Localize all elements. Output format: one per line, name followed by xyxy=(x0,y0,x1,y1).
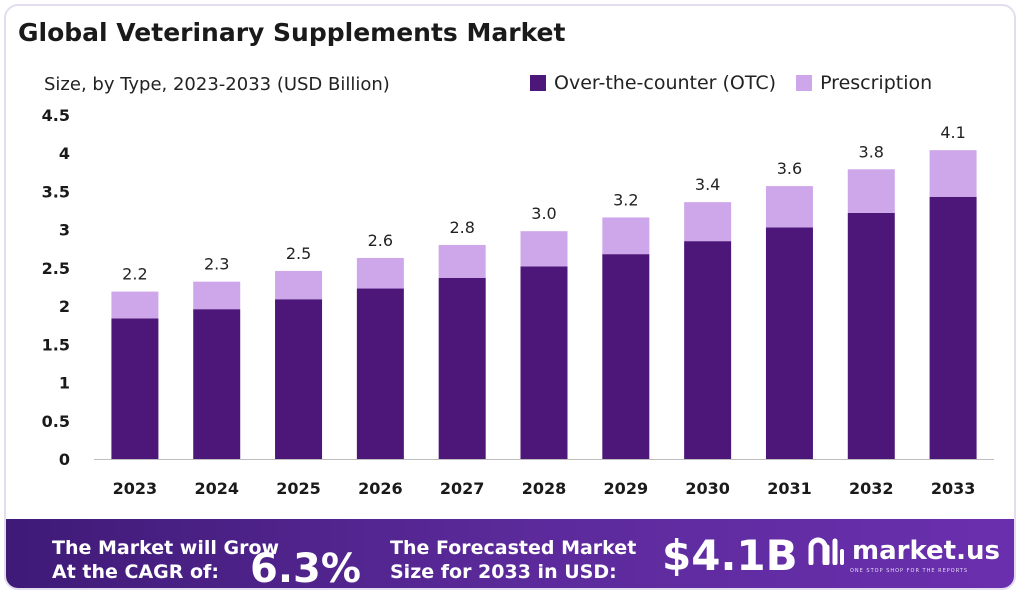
x-tick-label: 2032 xyxy=(849,479,894,498)
total-data-label: 2.5 xyxy=(286,244,311,263)
total-data-label: 2.8 xyxy=(449,218,474,237)
x-tick-label: 2023 xyxy=(113,479,158,498)
x-tick-label: 2028 xyxy=(522,479,567,498)
cagr-value: 6.3% xyxy=(250,546,361,590)
bar-prescription xyxy=(847,169,895,213)
bar-otc xyxy=(193,309,241,459)
bar-otc xyxy=(765,227,813,459)
cagr-label-line2: At the CAGR of: xyxy=(52,561,219,583)
total-data-label: 2.3 xyxy=(204,255,229,274)
bar-prescription xyxy=(356,257,404,289)
bar-otc xyxy=(356,288,404,459)
x-tick-label: 2026 xyxy=(358,479,403,498)
bar-otc xyxy=(520,266,568,459)
x-tick-label: 2025 xyxy=(276,479,321,498)
bar-prescription xyxy=(111,291,159,319)
y-tick-label: 1.5 xyxy=(42,335,70,354)
bar-prescription xyxy=(193,281,241,310)
legend-label-prescription: Prescription xyxy=(820,72,933,94)
legend: Over-the-counter (OTC) Prescription xyxy=(530,72,952,94)
x-tick-label: 2030 xyxy=(685,479,730,498)
total-data-label: 3.6 xyxy=(777,159,802,178)
y-tick-label: 4.5 xyxy=(42,106,70,125)
bar-prescription xyxy=(520,231,568,267)
total-data-label: 3.2 xyxy=(613,190,638,209)
legend-item-prescription: Prescription xyxy=(796,72,932,94)
bar-prescription xyxy=(275,270,323,300)
y-tick-label: 3 xyxy=(59,221,70,240)
total-data-label: 2.6 xyxy=(368,231,393,250)
forecast-label-line2: Size for 2033 in USD: xyxy=(390,561,617,583)
cagr-label-line1: The Market will Grow xyxy=(52,537,280,559)
x-tick-label: 2024 xyxy=(194,479,239,498)
bar-otc xyxy=(438,277,486,459)
bar-otc xyxy=(929,196,977,459)
bar-prescription xyxy=(602,217,650,255)
legend-item-otc: Over-the-counter (OTC) xyxy=(530,72,776,94)
logo-tagline: ONE STOP SHOP FOR THE REPORTS xyxy=(850,568,969,574)
logo-name: market.us xyxy=(852,536,1000,566)
market-us-logo: market.us ONE STOP SHOP FOR THE REPORTS xyxy=(808,536,1000,574)
total-data-label: 3.8 xyxy=(859,142,884,161)
y-tick-label: 2 xyxy=(59,297,70,316)
total-data-label: 3.0 xyxy=(531,204,556,223)
x-tick-label: 2029 xyxy=(604,479,649,498)
y-tick-label: 0.5 xyxy=(42,412,70,431)
total-data-label: 3.4 xyxy=(695,175,720,194)
total-data-label: 2.2 xyxy=(122,265,147,284)
legend-swatch-otc xyxy=(530,75,546,91)
x-tick-label: 2033 xyxy=(931,479,976,498)
x-tick-label: 2027 xyxy=(440,479,485,498)
cagr-label: The Market will Grow At the CAGR of: xyxy=(52,536,279,584)
y-tick-label: 4 xyxy=(59,144,70,163)
bar-otc xyxy=(602,254,650,459)
bar-prescription xyxy=(929,150,977,197)
bar-prescription xyxy=(684,202,732,242)
forecast-value: $4.1B xyxy=(662,531,798,580)
y-tick-label: 0 xyxy=(59,450,70,469)
y-tick-label: 2.5 xyxy=(42,259,70,278)
legend-swatch-prescription xyxy=(796,75,813,91)
forecast-label: The Forecasted Market Size for 2033 in U… xyxy=(390,536,636,584)
chart-subtitle: Size, by Type, 2023-2033 (USD Billion) xyxy=(44,74,390,95)
bar-otc xyxy=(684,241,732,459)
bar-prescription xyxy=(765,186,813,228)
total-data-label: 4.1 xyxy=(940,123,965,142)
x-tick-label: 2031 xyxy=(767,479,812,498)
forecast-label-line1: The Forecasted Market xyxy=(390,537,637,559)
y-tick-label: 3.5 xyxy=(42,182,70,201)
bar-otc xyxy=(847,212,895,459)
chart-frame: Global Veterinary Supplements Market Siz… xyxy=(4,4,1016,590)
chart-title: Global Veterinary Supplements Market xyxy=(18,18,566,47)
y-tick-label: 1 xyxy=(59,374,70,393)
market-us-logo-icon xyxy=(808,537,844,565)
bar-chart: 0 0.5 1 1.5 2 2.5 3 3.5 4 4.5 2.2 2023 2.3 2024 2.5 202… xyxy=(42,106,994,498)
bar-prescription xyxy=(438,244,486,278)
footer-banner: The Market will Grow At the CAGR of: 6.3… xyxy=(6,519,1014,590)
legend-label-otc: Over-the-counter (OTC) xyxy=(554,72,777,94)
bar-otc xyxy=(111,318,159,459)
bar-otc xyxy=(275,299,323,459)
